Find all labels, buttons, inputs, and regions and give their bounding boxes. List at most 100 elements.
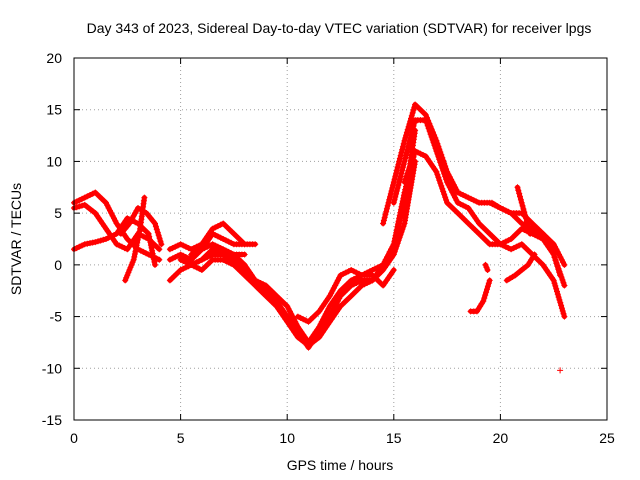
data-point [152,261,158,268]
data-point [112,217,119,224]
data-point [177,241,184,248]
data-point [225,254,232,261]
data-point [302,317,309,324]
data-point [465,194,472,201]
data-point [380,261,387,268]
data-point [406,121,413,127]
data-point [212,242,219,249]
data-point [560,259,566,266]
data-point [135,234,142,241]
data-point [544,238,550,245]
data-point [209,246,216,253]
series-track-2 [71,201,163,253]
data-point [146,233,153,240]
data-point [423,119,430,126]
data-point [531,251,538,258]
data-point [405,167,412,174]
data-point [380,220,387,227]
data-point [185,255,192,262]
data-point [440,188,447,195]
data-point [129,215,136,222]
data-point [217,221,224,228]
data-point [392,193,399,200]
data-point [140,233,147,240]
data-point [157,238,164,245]
data-point [409,125,416,132]
data-point [212,224,219,231]
data-point [516,242,523,249]
data-point [517,196,524,203]
data-point [400,223,407,230]
data-point [541,233,548,240]
data-point [398,149,405,156]
data-point [169,245,176,252]
data-point [113,241,120,248]
data-point [353,280,360,286]
data-point [408,112,415,119]
data-point [214,243,221,250]
data-point [410,107,417,114]
data-point [550,251,557,258]
data-point [389,185,396,191]
data-point [407,134,414,141]
data-point [166,246,173,253]
data-point [188,246,195,253]
data-point [553,260,560,267]
data-point [123,274,130,281]
y-tick-label: 5 [54,205,62,221]
data-point [228,239,235,246]
data-point [364,280,371,286]
data-point [220,251,227,258]
series-track-19 [514,184,534,237]
y-tick-label: -10 [42,360,62,376]
data-point [406,165,413,171]
data-point [385,199,392,206]
data-point [552,257,559,264]
data-point [552,282,559,289]
data-point [513,243,520,250]
data-point [443,176,450,183]
data-point [103,236,109,242]
data-point [521,209,528,216]
data-point [473,198,480,205]
data-point [437,159,444,166]
series-track-13 [294,267,397,325]
data-point [209,241,216,248]
data-point [401,137,408,144]
data-point [560,310,567,317]
data-point [384,254,391,261]
data-point [518,220,525,227]
data-point [439,165,446,171]
data-point [497,205,504,211]
series-track-1 [71,189,163,263]
data-point [149,247,156,254]
series-track-18 [503,251,538,284]
data-point [540,230,546,237]
data-point [405,123,412,130]
data-point [390,267,397,273]
data-point [393,226,400,233]
data-point [333,280,340,286]
data-point [462,203,469,210]
data-point [417,150,424,157]
data-point [410,153,417,160]
data-point [214,223,221,230]
data-point [505,208,512,215]
data-point [130,212,137,219]
data-point [188,251,195,258]
data-point [435,153,442,160]
series-track-21 [482,261,491,273]
data-point [450,192,457,198]
data-point [526,227,533,234]
data-point [436,177,443,184]
data-point [177,251,184,258]
data-point [225,248,232,255]
data-point [400,195,407,202]
data-point [391,196,398,203]
data-point [84,240,91,247]
data-point [442,173,449,180]
data-point [453,197,460,204]
data-point [468,195,475,202]
data-point [328,290,335,297]
data-point [358,282,365,289]
